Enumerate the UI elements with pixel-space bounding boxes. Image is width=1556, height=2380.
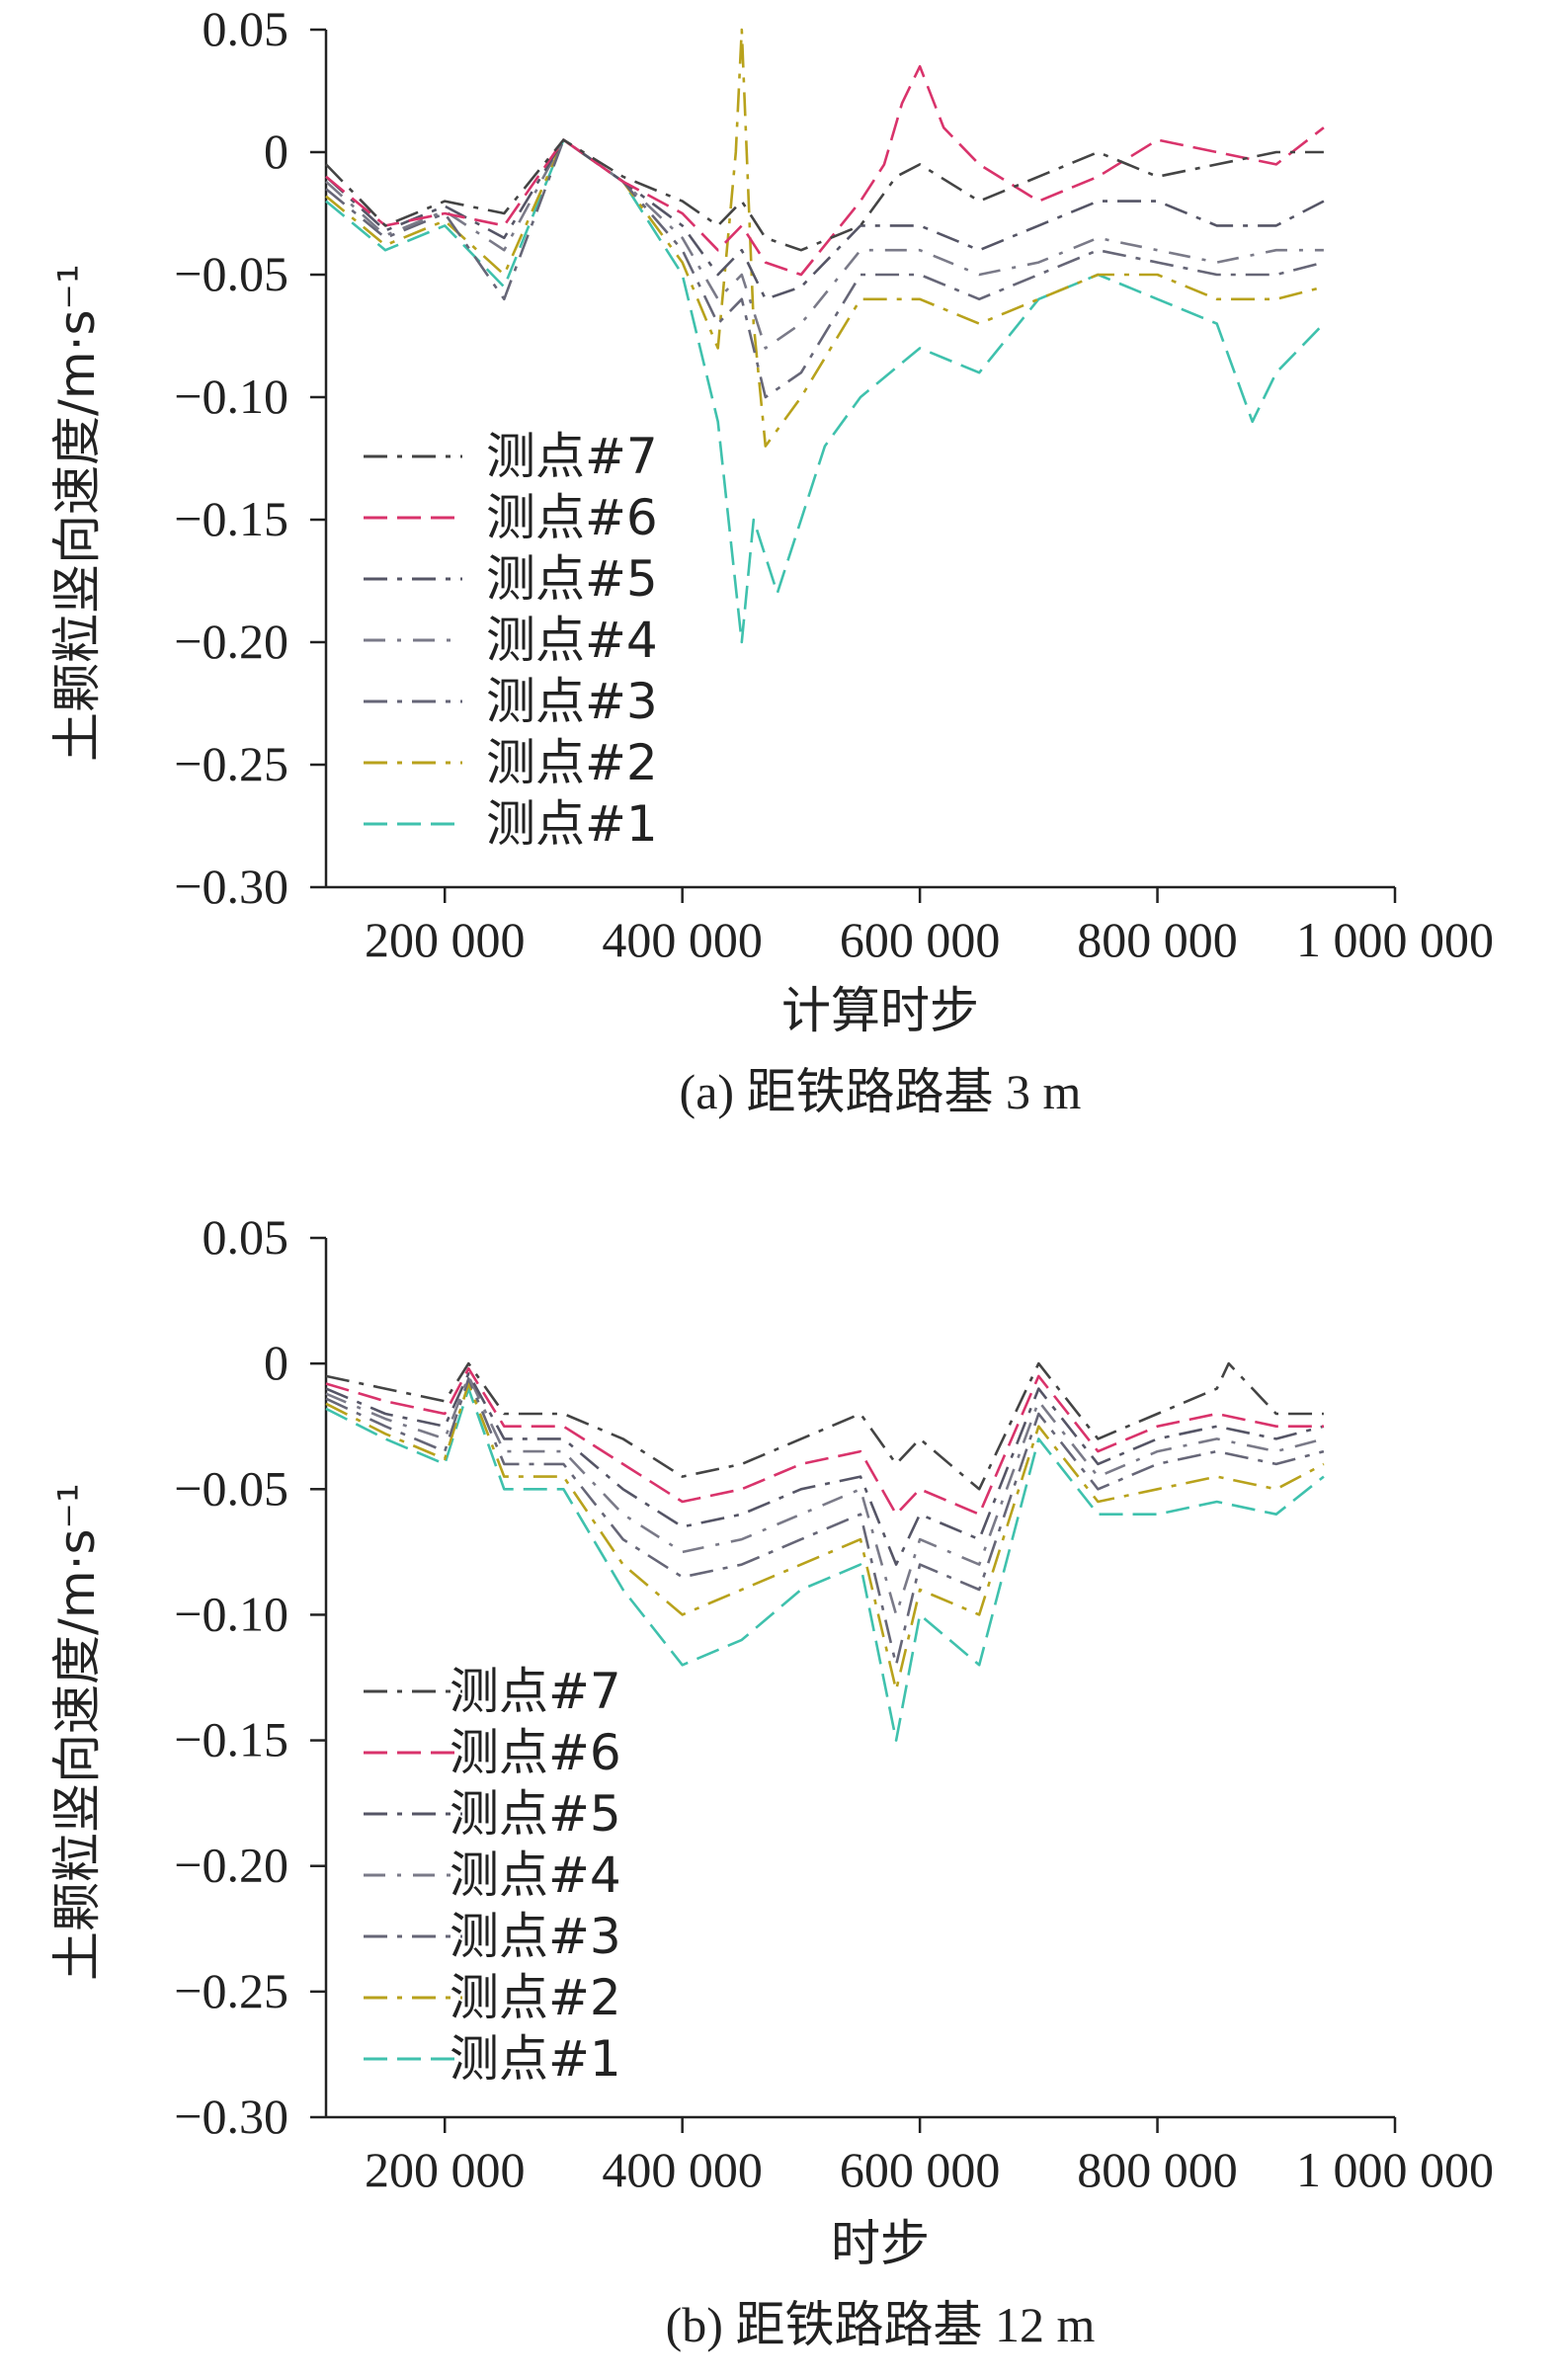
x-tick-label: 200 000 [365,2142,526,2197]
y-tick-label: −0.15 [174,491,288,546]
y-tick-label: −0.25 [174,736,288,791]
y-tick-label: −0.05 [174,1460,288,1516]
legend-label: 测点#5 [486,550,658,608]
series-line-1 [325,138,1324,252]
series-line-2 [325,64,1325,277]
series-line-6 [325,1382,1325,1691]
legend-label: 测点#6 [450,1724,621,1781]
series-line-5 [325,1377,1325,1667]
legend-label: 测点#4 [450,1847,621,1904]
series-line-6 [325,28,1325,448]
legend-label: 测点#2 [450,1969,621,2026]
panel-caption: (a) 距铁路路基 3 m [680,1064,1082,1119]
y-tick-label: −0.20 [174,1838,288,1893]
legend-label: 测点#1 [486,795,658,853]
y-tick-label: 0.05 [203,1209,289,1265]
y-tick-label: −0.20 [174,614,288,669]
x-tick-label: 1 000 000 [1296,912,1494,967]
x-tick-label: 800 000 [1077,912,1238,967]
y-tick-label: 0.05 [203,1,289,56]
legend-label: 测点#4 [486,612,658,669]
x-tick-label: 400 000 [602,912,763,967]
x-tick-label: 400 000 [602,2142,763,2197]
y-tick-label: −0.10 [174,1586,288,1641]
y-tick-label: −0.15 [174,1712,288,1767]
panel-caption: (b) 距铁路路基 12 m [666,2297,1096,2352]
legend-label: 测点#7 [486,428,658,485]
series-line-5 [325,138,1325,399]
y-tick-label: −0.05 [174,246,288,301]
series-line-4 [325,138,1324,350]
y-tick-label: −0.30 [174,2089,288,2144]
legend-label: 测点#3 [486,673,658,730]
legend-label: 测点#6 [486,489,658,546]
y-axis-title: 土颗粒竖向速度/m·s⁻¹ [48,264,106,762]
legend-label: 测点#7 [450,1663,621,1720]
legend-label: 测点#2 [486,734,658,791]
chart-panel-2: 0.05 0 −0.05 −0.10 −0.15 −0.20 −0.25 −0.30 200 0… [48,1209,1494,2352]
y-axis-title: 土颗粒竖向速度/m·s⁻¹ [48,1483,106,1981]
x-axis-title: 计算时步 [781,982,979,1039]
series-line-2 [325,1366,1324,1516]
legend-label: 测点#1 [450,2030,621,2088]
x-tick-label: 600 000 [840,2142,1001,2197]
y-tick-label: −0.30 [174,859,288,914]
y-tick-label: 0 [264,1335,288,1390]
x-axis-title: 时步 [831,2215,930,2272]
y-tick-label: −0.25 [174,1963,288,2018]
x-tick-label: 200 000 [365,912,526,967]
series-line-3 [325,138,1325,301]
x-tick-label: 1 000 000 [1296,2142,1494,2197]
y-tick-label: −0.10 [174,369,288,424]
x-tick-label: 600 000 [840,912,1001,967]
x-tick-label: 800 000 [1077,2142,1238,2197]
series-line-7 [325,138,1325,644]
series-line-1 [325,1361,1324,1491]
chart-panel-1: 0.05 0 −0.05 −0.10 −0.15 −0.20 −0.25 −0.30 200 0… [48,1,1494,1119]
legend-label: 测点#5 [450,1785,621,1843]
series-line-3 [325,1372,1325,1566]
legend-label: 测点#3 [450,1908,621,1965]
y-tick-label: 0 [264,123,288,179]
series-line-7 [325,1387,1325,1742]
series-line-4 [325,1374,1325,1616]
